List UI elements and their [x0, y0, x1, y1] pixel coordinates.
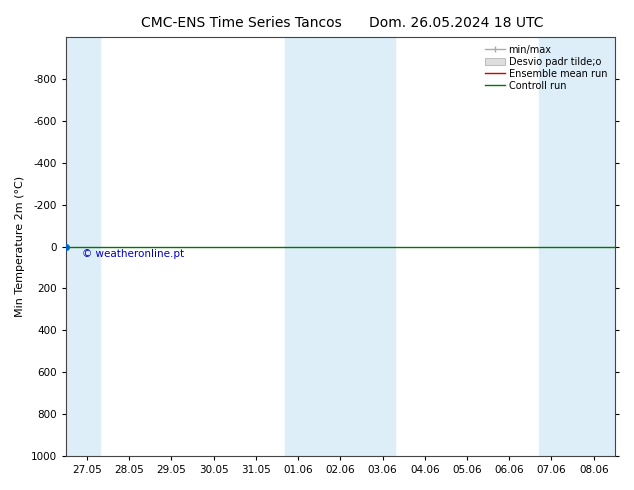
Text: CMC-ENS Time Series Tancos: CMC-ENS Time Series Tancos	[141, 16, 341, 30]
Bar	[66, 37, 100, 456]
Text: Dom. 26.05.2024 18 UTC: Dom. 26.05.2024 18 UTC	[369, 16, 544, 30]
Bar	[539, 37, 615, 456]
Text: © weatheronline.pt: © weatheronline.pt	[82, 248, 184, 259]
Bar	[285, 37, 395, 456]
Y-axis label: Min Temperature 2m (°C): Min Temperature 2m (°C)	[15, 176, 25, 317]
Legend: min/max, Desvio padr tilde;o, Ensemble mean run, Controll run: min/max, Desvio padr tilde;o, Ensemble m…	[482, 42, 610, 94]
